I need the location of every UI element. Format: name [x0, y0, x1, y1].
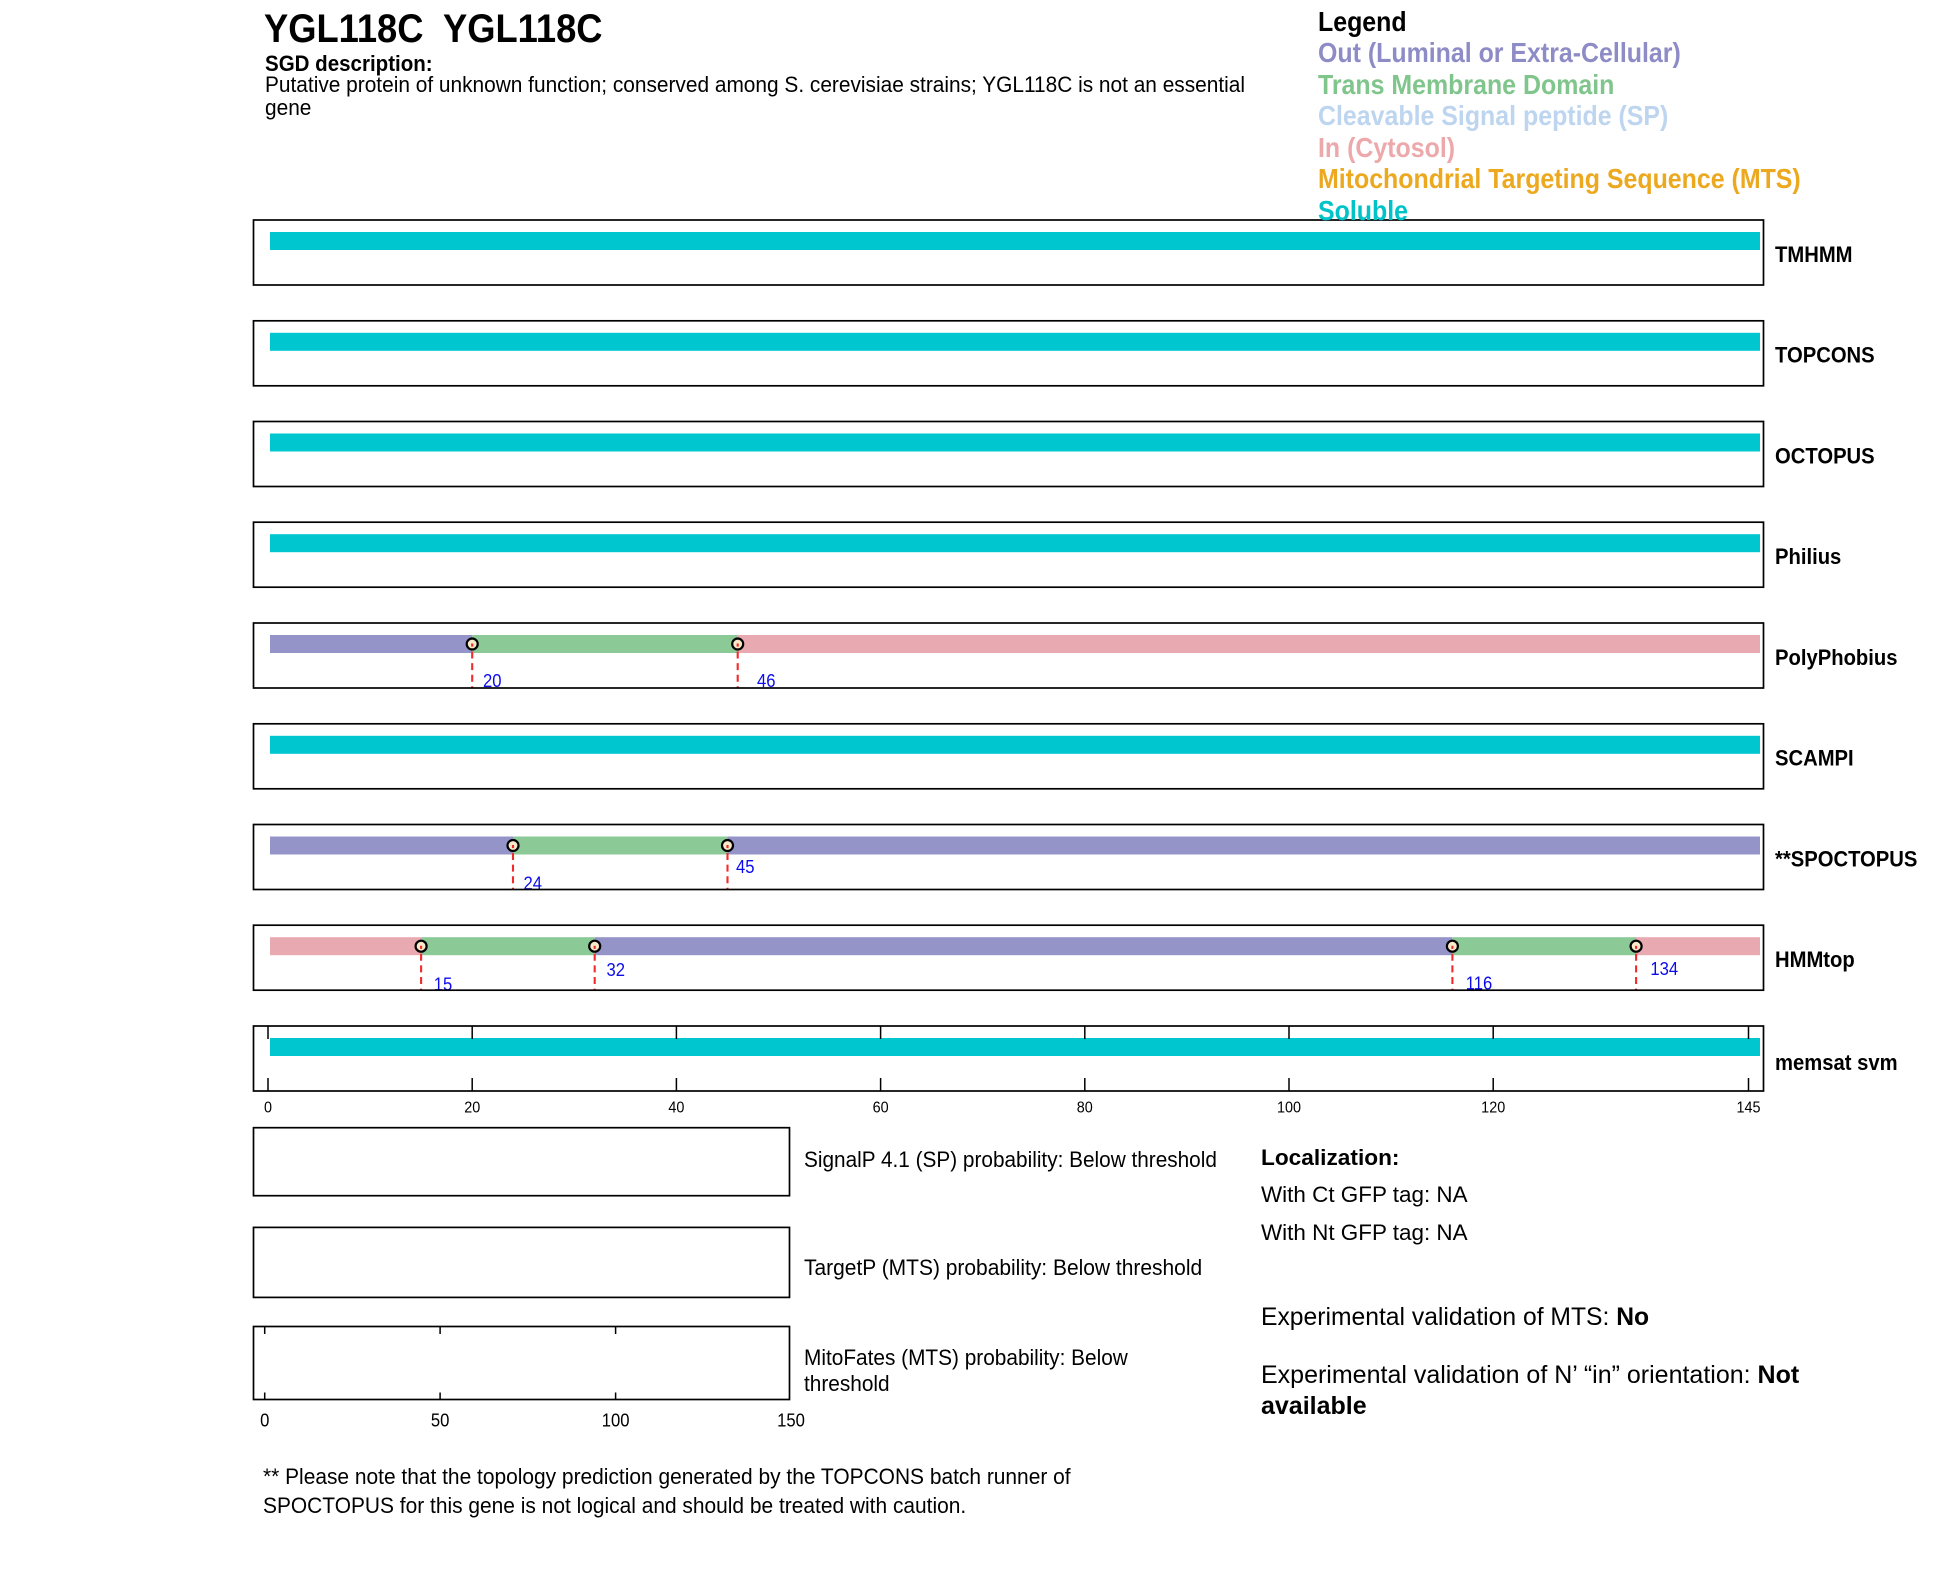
svg-text:20: 20 [483, 670, 502, 691]
svg-text:memsat svm: memsat svm [1775, 1051, 1898, 1075]
svg-text:Philius: Philius [1775, 545, 1841, 569]
svg-text:PolyPhobius: PolyPhobius [1775, 646, 1898, 670]
svg-text:HMMtop: HMMtop [1775, 948, 1855, 972]
svg-text:OCTOPUS: OCTOPUS [1775, 445, 1875, 469]
svg-text:60: 60 [873, 1099, 889, 1117]
svg-text:**SPOCTOPUS: **SPOCTOPUS [1775, 848, 1917, 872]
svg-text:15: 15 [434, 974, 453, 995]
svg-text:134: 134 [1650, 958, 1678, 979]
svg-text:50: 50 [431, 1410, 450, 1431]
svg-text:100: 100 [1277, 1099, 1301, 1117]
svg-text:46: 46 [757, 670, 776, 691]
svg-text:SCAMPI: SCAMPI [1775, 747, 1854, 771]
svg-text:0: 0 [264, 1099, 272, 1117]
svg-text:20: 20 [464, 1099, 480, 1117]
svg-text:116: 116 [1466, 973, 1493, 994]
svg-text:40: 40 [668, 1099, 684, 1117]
svg-text:45: 45 [736, 856, 755, 877]
svg-text:TOPCONS: TOPCONS [1775, 344, 1875, 368]
svg-text:100: 100 [602, 1410, 630, 1431]
svg-text:0: 0 [260, 1410, 269, 1431]
svg-text:24: 24 [524, 873, 543, 894]
svg-text:32: 32 [607, 959, 626, 980]
svg-text:80: 80 [1077, 1099, 1093, 1117]
svg-text:145: 145 [1736, 1099, 1760, 1117]
svg-text:150: 150 [777, 1410, 805, 1431]
svg-text:TMHMM: TMHMM [1775, 243, 1853, 267]
svg-text:120: 120 [1481, 1099, 1505, 1117]
